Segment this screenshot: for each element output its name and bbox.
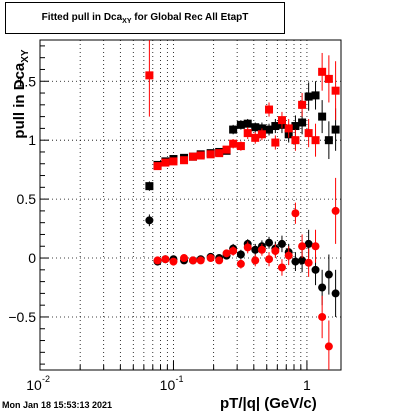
data-point-square [324, 74, 333, 83]
y-tick-label: 1 [28, 132, 36, 148]
data-point-square [236, 142, 245, 151]
data-point-square [153, 162, 162, 171]
data-point-square [324, 136, 333, 145]
data-point-circle [229, 246, 238, 255]
data-point-square [304, 92, 313, 101]
title-rest: for Global Rec All EtapT [134, 12, 249, 23]
data-point-circle [318, 312, 327, 321]
data-point-circle [222, 249, 231, 258]
data-point-circle [298, 242, 307, 251]
x-tick-label: 1 [303, 377, 311, 393]
data-point-circle [331, 289, 340, 298]
plot-frame [39, 39, 342, 371]
data-point-circle [291, 257, 300, 266]
data-point-square [298, 100, 307, 109]
data-point-circle [196, 256, 205, 265]
data-point-square [215, 149, 224, 158]
chart-title: Fitted pull in DcaXY for Global Rec All … [6, 12, 284, 25]
data-point-circle [311, 265, 320, 274]
data-point-circle [161, 255, 170, 264]
data-point-square [169, 157, 178, 166]
data-point-circle [206, 254, 215, 263]
y-tick-label: 0.5 [17, 191, 37, 207]
data-point-circle [271, 246, 280, 255]
data-point-square [229, 139, 238, 148]
data-point-square [284, 124, 293, 133]
data-point-circle [298, 256, 307, 265]
data-point-square [257, 130, 266, 139]
data-point-circle [265, 255, 274, 264]
x-tick-label: 10 [26, 377, 42, 393]
x-tick-exponent: -1 [175, 374, 183, 384]
data-point-circle [304, 258, 313, 267]
data-point-circle [265, 238, 274, 247]
data-point-square [291, 122, 300, 131]
data-point-square [206, 150, 215, 159]
data-point-circle [324, 342, 333, 351]
data-point-circle [180, 254, 189, 263]
x-tick-exponent: -2 [42, 374, 50, 384]
data-point-square [277, 116, 286, 125]
data-point-circle [291, 209, 300, 218]
y-tick-label: 1.5 [17, 73, 37, 89]
title-main: Fitted pull in Dca [41, 12, 123, 23]
data-point-square [161, 158, 170, 167]
data-point-square [196, 151, 205, 160]
data-point-circle [243, 243, 252, 252]
data-point-circle [153, 256, 162, 265]
data-point-square [291, 136, 300, 145]
data-point-square [331, 125, 340, 134]
title-box: Fitted pull in DcaXY for Global Rec All … [5, 2, 285, 34]
data-point-circle [311, 242, 320, 251]
data-point-square [271, 122, 280, 131]
data-point-square [229, 125, 238, 134]
data-point-square [311, 136, 320, 145]
data-point-square [304, 129, 313, 138]
data-point-circle [215, 256, 224, 265]
data-point-circle [188, 256, 197, 265]
data-point-square [318, 112, 327, 121]
data-point-square [271, 138, 280, 147]
data-point-square [298, 118, 307, 127]
data-point-square [180, 156, 189, 165]
data-point-square [243, 129, 252, 138]
data-point-circle [318, 283, 327, 292]
data-point-square [331, 86, 340, 95]
axis-ticks: −0.500.511.510 -2 10 -1 1 [8, 45, 311, 393]
x-axis-label: pT/|q| (GeV/c) [220, 395, 317, 412]
data-point-circle [277, 263, 286, 272]
data-point-square [243, 119, 252, 128]
data-point-square [236, 120, 245, 129]
data-point-square [222, 145, 231, 154]
data-point-circle [324, 270, 333, 279]
data-point-circle [145, 216, 154, 225]
data-point-circle [169, 257, 178, 266]
data-point-circle [236, 259, 245, 268]
data-point-circle [284, 251, 293, 260]
data-point-square [251, 133, 260, 142]
data-point-circle [331, 206, 340, 215]
data-point-square [145, 182, 154, 191]
data-point-circle [257, 245, 266, 254]
data-point-square [188, 152, 197, 161]
data-point-square [318, 67, 327, 76]
data-point-circle [236, 250, 245, 259]
data-point-circle [304, 239, 313, 248]
data-point-square [265, 125, 274, 134]
data-marks [145, 40, 340, 370]
data-point-square [311, 91, 320, 100]
x-tick-label: 10 [160, 377, 176, 393]
data-point-square [265, 105, 274, 114]
y-tick-label: 0 [28, 250, 36, 266]
y-tick-label: −0.5 [8, 309, 36, 325]
data-point-circle [251, 256, 260, 265]
data-point-square [145, 71, 154, 80]
title-subscript: XY [122, 18, 132, 25]
data-point-circle [277, 239, 286, 248]
data-point-circle [251, 245, 260, 254]
timestamp: Mon Jan 18 15:53:13 2021 [2, 400, 113, 410]
data-point-square [251, 123, 260, 132]
